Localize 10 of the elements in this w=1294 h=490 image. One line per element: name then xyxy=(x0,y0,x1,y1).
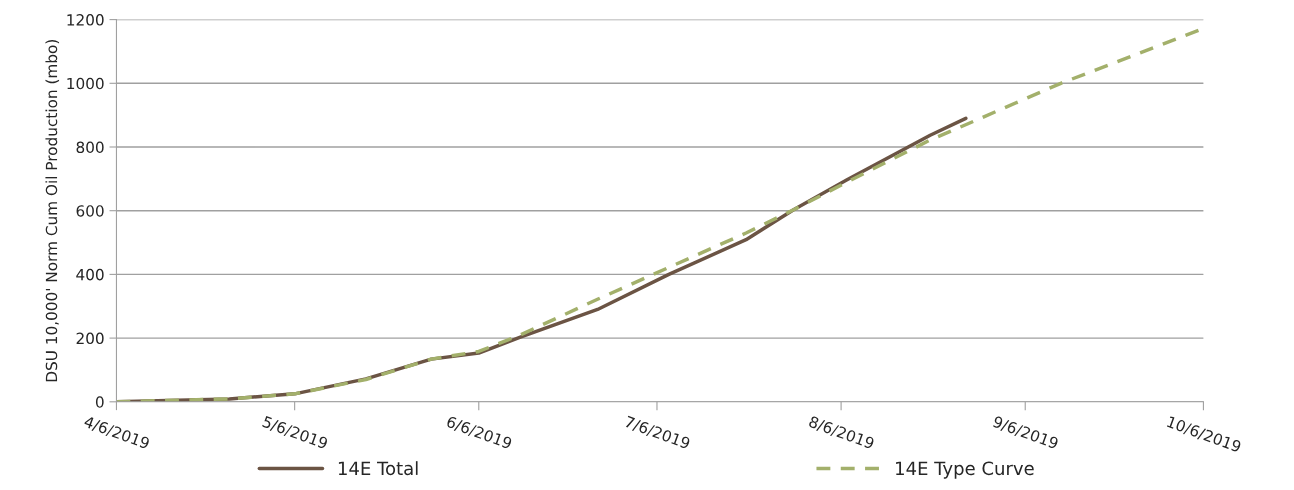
y-tick-label: 200 xyxy=(76,332,104,345)
y-tick-label: 1000 xyxy=(67,77,104,90)
y-tick-label: 1200 xyxy=(67,14,104,26)
y-tick-label: 0 xyxy=(95,396,104,408)
y-axis-title: DSU 10,000' Norm Cum Oil Production (mbo) xyxy=(45,40,60,382)
y-tick-label: 800 xyxy=(76,141,104,154)
legend-label: 14E Type Curve xyxy=(896,461,1034,479)
y-tick-label: 600 xyxy=(76,205,104,217)
legend-label: 14E Total xyxy=(338,461,418,476)
y-tick-label: 400 xyxy=(76,268,104,281)
